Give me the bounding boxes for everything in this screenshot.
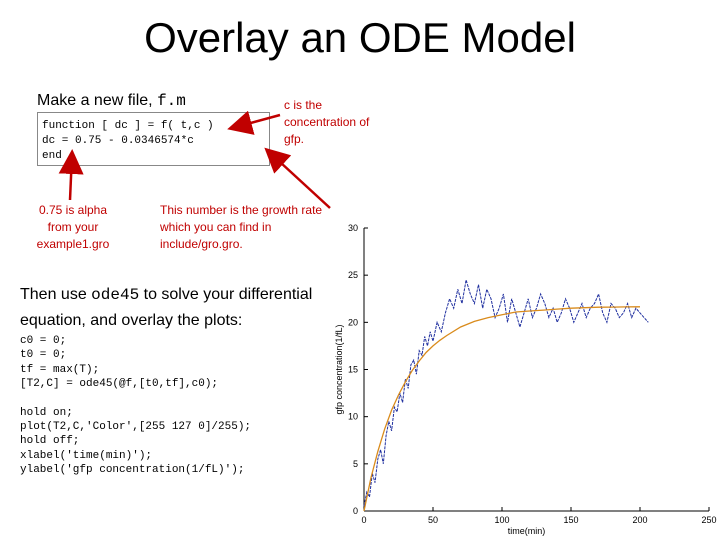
code-line: tf = max(T);	[20, 363, 100, 376]
note-concentration: c is the concentration of gfp.	[284, 98, 370, 146]
then-text: Then use ode45 to solve your differentia…	[20, 282, 350, 333]
code-line: t0 = 0;	[20, 349, 67, 362]
x-axis-label: time(min)	[508, 526, 546, 536]
ode-fit-line	[363, 306, 641, 512]
slide-title: Overlay an ODE Model	[144, 14, 576, 61]
code-line: end	[42, 150, 62, 162]
code-spacer	[20, 392, 251, 406]
x-tick-label: 200	[632, 515, 647, 525]
y-tick-label: 30	[348, 223, 358, 233]
code-line: function [ dc ] = f( t,c )	[42, 120, 214, 132]
x-tick-label: 150	[563, 515, 578, 525]
code-line: hold off;	[20, 435, 80, 448]
code-line: c0 = 0;	[20, 335, 67, 347]
code-line: xlabel('time(min)');	[20, 449, 153, 462]
code-line: ylabel('gfp concentration(1/fL)');	[20, 464, 245, 477]
y-tick-label: 20	[348, 317, 358, 327]
arrow-to-growth	[264, 147, 331, 209]
x-tick-label: 50	[428, 515, 438, 525]
code-line: dc = 0.75 - 0.0346574*c	[42, 135, 194, 147]
y-tick-label: 0	[353, 506, 358, 516]
y-axis-label: gfp concentration(1/fL)	[334, 324, 344, 414]
then-suffix: to solve your differential equation, and…	[20, 286, 313, 329]
function-code-box: function [ dc ] = f( t,c ) dc = 0.75 - 0…	[37, 112, 270, 166]
code-line: plot(T2,C,'Color',[255 127 0]/255);	[20, 421, 252, 434]
intro-filename: f.m	[157, 92, 186, 110]
y-tick-label: 25	[348, 270, 358, 280]
intro-text: Make a new file, f.m	[37, 92, 186, 110]
x-tick-label: 100	[494, 515, 509, 525]
gfp-data-line	[363, 279, 649, 507]
gfp-plot: 0 5 10 15 20 25 30 0 50 100 150 200 250 time(min) gfp …	[334, 223, 717, 536]
solver-code-block: c0 = 0; t0 = 0; tf = max(T); [T2,C] = od…	[20, 334, 251, 478]
code-line: [T2,C] = ode45(@f,[t0,tf],c0);	[20, 378, 219, 391]
note-alpha: 0.75 is alpha from your example1.gro	[36, 203, 110, 251]
code-line: hold on;	[20, 406, 73, 419]
x-tick-label: 250	[701, 515, 716, 525]
note-growth-rate: This number is the growth rate which you…	[160, 203, 323, 251]
y-tick-label: 5	[353, 459, 358, 469]
y-tick-label: 10	[348, 412, 358, 422]
then-prefix: Then use	[20, 286, 92, 303]
y-tick-label: 15	[348, 365, 358, 375]
then-function: ode45	[91, 286, 140, 304]
intro-label: Make a new file,	[37, 92, 158, 109]
x-tick-label: 0	[361, 515, 366, 525]
